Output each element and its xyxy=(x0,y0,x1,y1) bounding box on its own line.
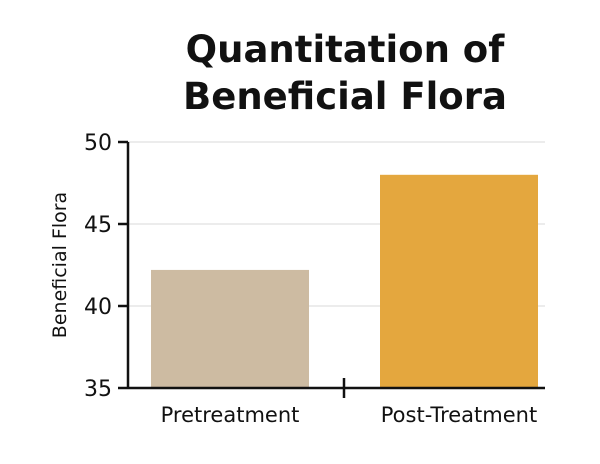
bar-post-treatment xyxy=(380,174,538,388)
x-category-label-post-treatment: Post-Treatment xyxy=(381,403,537,427)
y-tick-labels: 35 40 45 50 xyxy=(84,131,112,402)
y-tick-label-45: 45 xyxy=(84,213,112,238)
y-tick-label-40: 40 xyxy=(84,295,112,320)
chart-title: Quantitation of Beneficial Flora xyxy=(183,28,507,118)
chart-title-line-2: Beneficial Flora xyxy=(183,75,507,118)
x-category-labels: Pretreatment Post-Treatment xyxy=(161,403,538,427)
chart-title-line-1: Quantitation of xyxy=(186,28,506,71)
x-category-label-pretreatment: Pretreatment xyxy=(161,403,300,427)
bars xyxy=(151,174,538,388)
y-axis-title: Beneficial Flora xyxy=(49,192,71,338)
y-tick-label-35: 35 xyxy=(84,377,112,402)
bar-pretreatment xyxy=(151,269,309,388)
axes xyxy=(118,140,545,398)
y-tick-label-50: 50 xyxy=(84,131,112,156)
